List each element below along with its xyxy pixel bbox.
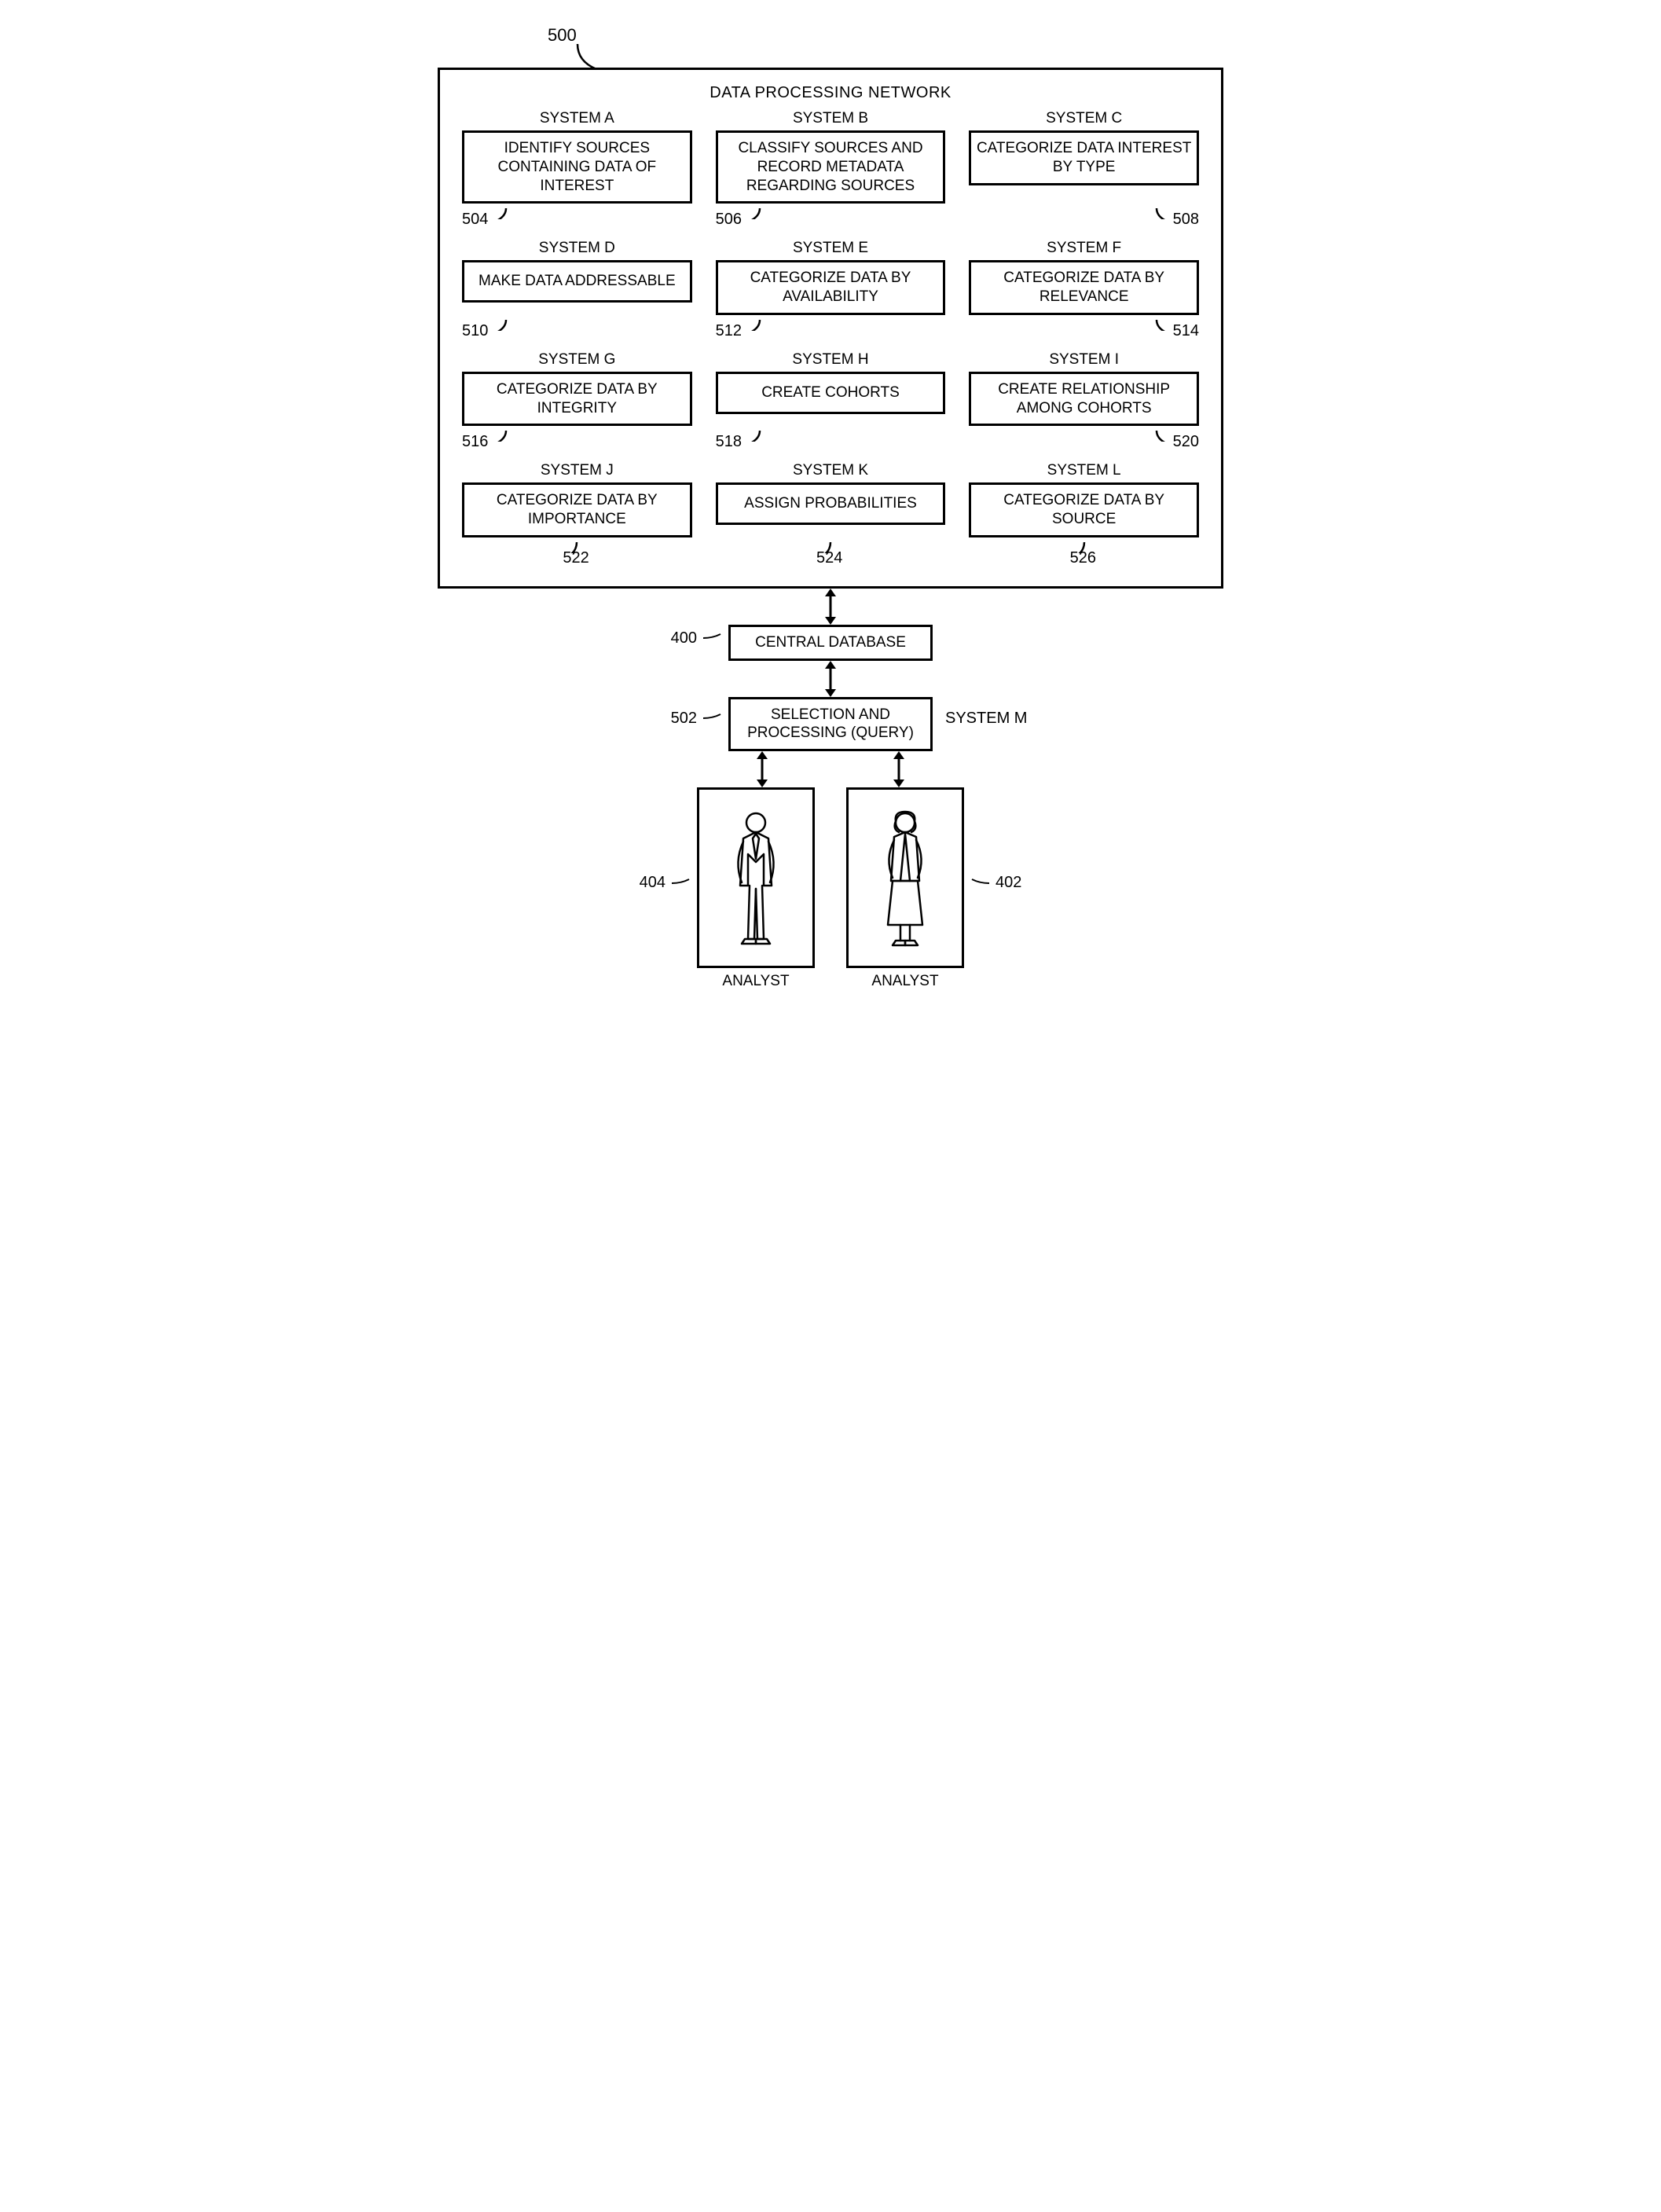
system-cell: SYSTEM L CATEGORIZE DATA BY SOURCE 526	[969, 462, 1199, 567]
system-letter-label: SYSTEM J	[462, 462, 692, 479]
central-database-box: CENTRAL DATABASE	[728, 625, 933, 661]
system-box: CREATE RELATIONSHIP AMONG COHORTS	[969, 372, 1199, 427]
system-letter-label: SYSTEM I	[969, 351, 1199, 369]
system-ref: 526	[1070, 549, 1096, 567]
central-db-ref: 400	[671, 629, 722, 647]
system-letter-label: SYSTEM A	[462, 110, 692, 127]
system-m-label: SYSTEM M	[945, 710, 1027, 728]
system-cell: SYSTEM F CATEGORIZE DATA BY RELEVANCE 514	[969, 240, 1199, 345]
system-box: CREATE COHORTS	[716, 372, 946, 414]
system-cell: SYSTEM G CATEGORIZE DATA BY INTEGRITY 516	[462, 351, 692, 457]
system-box: CLASSIFY SOURCES AND RECORD METADATA REG…	[716, 130, 946, 204]
double-arrow-icon	[821, 661, 840, 697]
lead-line-icon	[1152, 320, 1166, 331]
double-arrow-icon	[753, 751, 772, 787]
system-ref: 512	[716, 322, 742, 340]
system-letter-label: SYSTEM H	[716, 351, 946, 369]
system-cell: SYSTEM H CREATE COHORTS 518	[716, 351, 946, 457]
system-cell: SYSTEM J CATEGORIZE DATA BY IMPORTANCE 522	[462, 462, 692, 567]
system-cell: SYSTEM B CLASSIFY SOURCES AND RECORD META…	[716, 110, 946, 233]
analyst-ref: 402	[970, 874, 1021, 892]
lead-line-icon	[495, 431, 509, 442]
analyst-box	[846, 787, 964, 968]
system-ref: 506	[716, 211, 742, 229]
system-box: CATEGORIZE DATA BY SOURCE	[969, 482, 1199, 537]
system-box: MAKE DATA ADDRESSABLE	[462, 260, 692, 303]
system-ref: 510	[462, 322, 488, 340]
lead-line-icon	[1152, 431, 1166, 442]
system-grid: SYSTEM A IDENTIFY SOURCES CONTAINING DATA…	[462, 110, 1199, 567]
lead-line-icon	[749, 208, 763, 219]
network-container: DATA PROCESSING NETWORK SYSTEM A IDENTIFY…	[438, 68, 1223, 589]
double-arrow-icon	[821, 589, 840, 625]
system-ref: 522	[563, 549, 588, 567]
analyst-label: ANALYST	[722, 973, 789, 990]
diagram-canvas: 500 DATA PROCESSING NETWORK SYSTEM AIDEN…	[438, 31, 1223, 990]
system-box: CATEGORIZE DATA BY INTEGRITY	[462, 372, 692, 427]
system-letter-label: SYSTEM K	[716, 462, 946, 479]
system-ref: 520	[1173, 433, 1199, 451]
system-cell: SYSTEM K ASSIGN PROBABILITIES 524	[716, 462, 946, 567]
system-cell: SYSTEM E CATEGORIZE DATA BY AVAILABILITY 5…	[716, 240, 946, 345]
system-letter-label: SYSTEM C	[969, 110, 1199, 127]
system-box: CATEGORIZE DATA BY RELEVANCE	[969, 260, 1199, 315]
system-cell: SYSTEM I CREATE RELATIONSHIP AMONG COHORT…	[969, 351, 1199, 457]
system-cell: SYSTEM D MAKE DATA ADDRESSABLE 510	[462, 240, 692, 345]
system-ref: 516	[462, 433, 488, 451]
query-box-ref: 502	[671, 710, 722, 728]
system-box: CATEGORIZE DATA INTEREST BY TYPE	[969, 130, 1199, 185]
system-box: CATEGORIZE DATA BY AVAILABILITY	[716, 260, 946, 315]
lead-line-icon	[749, 320, 763, 331]
lead-line-icon	[749, 431, 763, 442]
system-letter-label: SYSTEM G	[462, 351, 692, 369]
system-ref: 518	[716, 433, 742, 451]
system-ref: 504	[462, 211, 488, 229]
system-letter-label: SYSTEM D	[462, 240, 692, 257]
system-letter-label: SYSTEM B	[716, 110, 946, 127]
system-box: ASSIGN PROBABILITIES	[716, 482, 946, 525]
lead-line-icon	[495, 320, 509, 331]
system-box: IDENTIFY SOURCES CONTAINING DATA OF INTE…	[462, 130, 692, 204]
center-chain: 400 CENTRAL DATABASE 502 SYSTEM M SELECT…	[438, 589, 1223, 990]
system-cell: SYSTEM A IDENTIFY SOURCES CONTAINING DATA…	[462, 110, 692, 233]
lead-line-icon	[1152, 208, 1166, 219]
analyst: ANALYST402	[846, 787, 964, 990]
analyst-row: ANALYST404 ANALYST402	[697, 787, 964, 990]
analyst-label: ANALYST	[871, 973, 938, 990]
system-letter-label: SYSTEM E	[716, 240, 946, 257]
query-box: SELECTION AND PROCESSING (QUERY)	[728, 697, 933, 752]
system-ref: 514	[1173, 322, 1199, 340]
analyst-ref: 404	[640, 874, 691, 892]
lead-line-icon	[495, 208, 509, 219]
network-title: DATA PROCESSING NETWORK	[462, 84, 1199, 102]
person-female-icon	[866, 807, 944, 948]
person-male-icon	[717, 807, 795, 948]
analyst: ANALYST404	[697, 787, 815, 990]
analyst-box	[697, 787, 815, 968]
system-cell: SYSTEM C CATEGORIZE DATA INTEREST BY TYPE…	[969, 110, 1199, 233]
double-arrow-icon	[889, 751, 908, 787]
system-ref: 508	[1173, 211, 1199, 229]
system-letter-label: SYSTEM L	[969, 462, 1199, 479]
system-ref: 524	[816, 549, 842, 567]
system-letter-label: SYSTEM F	[969, 240, 1199, 257]
system-box: CATEGORIZE DATA BY IMPORTANCE	[462, 482, 692, 537]
